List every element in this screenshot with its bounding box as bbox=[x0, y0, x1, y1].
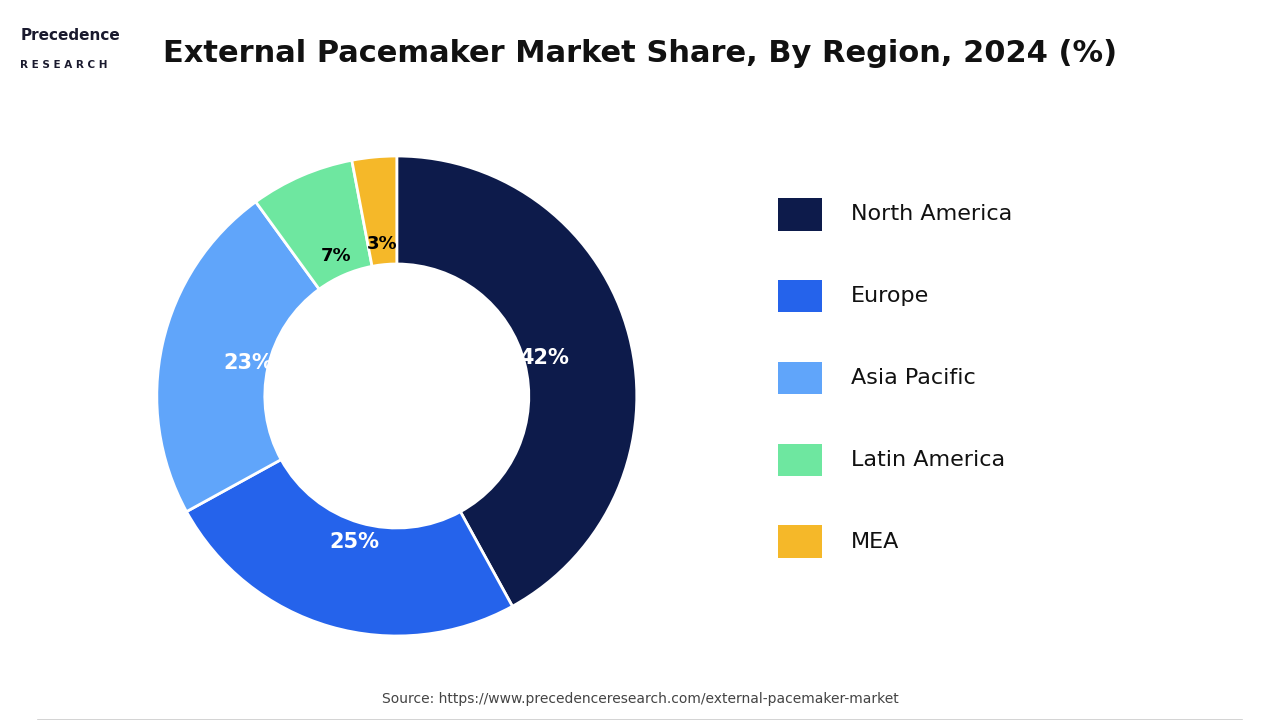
Text: External Pacemaker Market Share, By Region, 2024 (%): External Pacemaker Market Share, By Regi… bbox=[163, 40, 1117, 68]
Wedge shape bbox=[397, 156, 636, 606]
Text: Europe: Europe bbox=[851, 286, 929, 306]
Wedge shape bbox=[256, 161, 372, 289]
Text: Source: https://www.precedenceresearch.com/external-pacemaker-market: Source: https://www.precedenceresearch.c… bbox=[381, 692, 899, 706]
Text: 25%: 25% bbox=[329, 533, 379, 552]
Text: Precedence: Precedence bbox=[20, 27, 120, 42]
FancyBboxPatch shape bbox=[778, 444, 822, 477]
Text: 42%: 42% bbox=[520, 348, 570, 368]
Text: 3%: 3% bbox=[367, 235, 398, 253]
FancyBboxPatch shape bbox=[778, 526, 822, 558]
FancyBboxPatch shape bbox=[778, 198, 822, 230]
Text: 7%: 7% bbox=[321, 247, 352, 265]
Text: North America: North America bbox=[851, 204, 1012, 224]
Wedge shape bbox=[352, 156, 397, 266]
Wedge shape bbox=[187, 459, 512, 636]
FancyBboxPatch shape bbox=[778, 361, 822, 395]
FancyBboxPatch shape bbox=[778, 280, 822, 312]
Text: R E S E A R C H: R E S E A R C H bbox=[20, 60, 108, 71]
Text: 23%: 23% bbox=[223, 353, 273, 373]
Text: Asia Pacific: Asia Pacific bbox=[851, 368, 975, 388]
Wedge shape bbox=[157, 202, 319, 512]
Text: MEA: MEA bbox=[851, 532, 899, 552]
Text: Latin America: Latin America bbox=[851, 450, 1005, 470]
